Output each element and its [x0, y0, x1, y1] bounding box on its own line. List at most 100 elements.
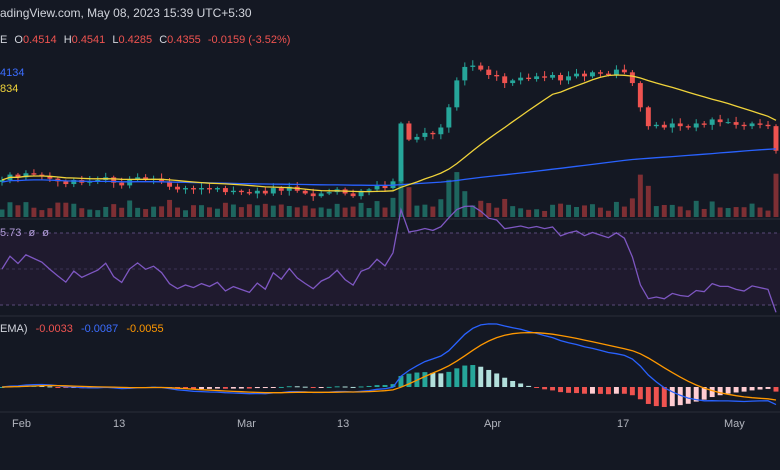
candle-body [398, 123, 404, 182]
candle-body [167, 181, 173, 187]
volume-bar [725, 208, 731, 217]
rsi-value: 5.73 [0, 227, 22, 239]
volume-bar [350, 206, 356, 217]
macd-legend: EMA) -0.0033 -0.0087 -0.0055 [0, 322, 164, 336]
macd-histogram-bar [191, 387, 196, 390]
rsi-sym-2: ø [42, 227, 50, 239]
candle-body [685, 126, 691, 128]
ma-yellow-line [1, 74, 777, 193]
volume-bar [127, 200, 133, 217]
candle-body [597, 72, 603, 74]
candles [0, 60, 779, 201]
x-tick-feb: Feb [12, 418, 31, 430]
macd-histogram-bar [494, 373, 500, 387]
x-tick-apr: Apr [484, 418, 502, 430]
candle-body [15, 174, 21, 178]
volume-bar [7, 202, 13, 217]
macd-histogram-bar [629, 387, 635, 396]
macd-histogram-bar [222, 387, 228, 389]
volume-bar [0, 209, 5, 217]
volume-bar [206, 207, 212, 217]
volume-bar [358, 202, 364, 217]
ma-yellow-value: 834 [0, 83, 19, 95]
candle-body [454, 80, 460, 108]
volume-bar [645, 185, 651, 217]
candle-body [621, 69, 627, 73]
macd-histogram-bar [542, 387, 548, 390]
macd-histogram-bar [382, 385, 388, 387]
candle-body [183, 188, 188, 190]
candle-body [318, 193, 324, 197]
macd-histogram-bar [286, 386, 292, 388]
macd-histogram-bar [374, 385, 380, 387]
macd-histogram-bar [605, 387, 611, 395]
candle-body [238, 190, 244, 193]
macd-histogram-bar [454, 368, 460, 387]
volume-bar [462, 191, 468, 217]
open-value: 0.4514 [22, 34, 57, 46]
candle-body [159, 178, 165, 182]
volume-bar [621, 206, 627, 217]
macd-histogram-bar [685, 387, 691, 404]
x-tick-may: May [724, 418, 745, 430]
volume-bar [590, 204, 595, 217]
macd-histogram-bar [677, 387, 683, 406]
volume-bar [406, 187, 412, 217]
volume-bar [717, 207, 723, 217]
macd-histogram-bar [238, 387, 244, 389]
candle-body [717, 119, 723, 123]
candle-body [350, 193, 356, 197]
volume-bar [270, 205, 276, 217]
rsi-line [1, 205, 777, 313]
candle-body [677, 123, 683, 127]
candle-body [741, 124, 747, 127]
macd-histogram-bar [621, 387, 627, 394]
volume-bar [87, 209, 93, 217]
volume-bar [677, 206, 683, 217]
volume-bar [47, 208, 53, 217]
volume-bar [390, 197, 396, 217]
macd-histogram-bar [693, 387, 699, 402]
macd-histogram-bar [645, 387, 651, 404]
x-tick-mar-13: 13 [337, 418, 350, 430]
volume-bar [71, 203, 77, 217]
volume-bar [31, 207, 37, 217]
macd-histogram-bar [318, 387, 324, 388]
volume-bar [582, 205, 587, 217]
candle-body [765, 124, 771, 127]
source-line: adingView.com, May 08, 2023 15:39 UTC+5:… [0, 6, 252, 20]
macd-histogram-bar [55, 387, 61, 388]
volume-bar [613, 201, 619, 217]
macd-histogram-bar [214, 387, 220, 389]
volume-bar [334, 203, 340, 217]
volume-bar [95, 210, 101, 217]
candle-body [278, 188, 284, 191]
volume-bar [733, 207, 739, 217]
volume-bar [342, 207, 348, 217]
macd-histogram-bar [574, 387, 579, 394]
macd-histogram-bar [446, 371, 452, 387]
candle-body [613, 69, 619, 75]
rsi-legend: 5.73 ø ø [0, 226, 49, 240]
volume-bars [0, 165, 779, 217]
candle-body [254, 190, 260, 194]
macd-histogram-bar [653, 387, 659, 407]
volume-bar [494, 207, 500, 217]
volume-bar [238, 207, 244, 217]
volume-bar [765, 210, 771, 217]
candle-body [270, 188, 276, 194]
candle-body [358, 190, 364, 197]
candle-body [246, 192, 252, 194]
macd-histogram-bar [582, 387, 587, 394]
volume-bar [103, 206, 109, 217]
macd-histogram-bar [733, 387, 739, 393]
candle-body [725, 122, 731, 124]
x-tick-mar: Mar [237, 418, 256, 430]
volume-bar [398, 165, 404, 217]
volume-bar [286, 205, 292, 217]
low-value: 0.4285 [118, 34, 153, 46]
candle-body [550, 75, 556, 78]
candle-body [31, 173, 37, 175]
volume-bar [502, 198, 508, 217]
